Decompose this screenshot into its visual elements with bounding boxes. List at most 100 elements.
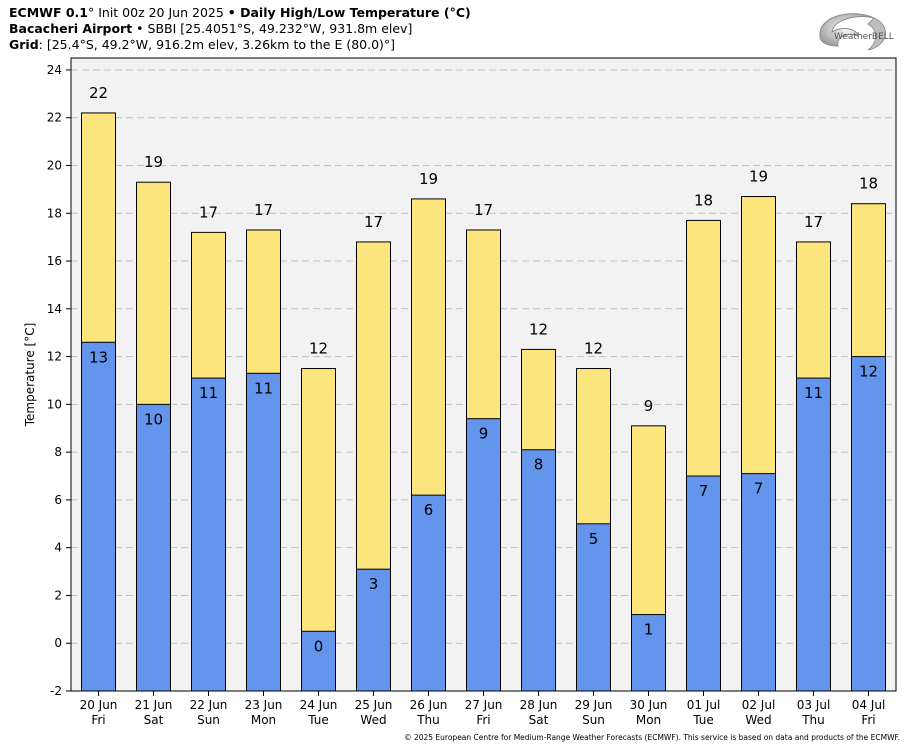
high-value-label: 17 (199, 203, 218, 221)
y-tick-label: 16 (47, 254, 62, 268)
x-tick-date: 30 Jun (630, 698, 668, 712)
y-tick-label: -2 (50, 684, 62, 698)
x-tick-date: 28 Jun (520, 698, 558, 712)
weatherbell-logo: WeatherBELL (819, 13, 894, 51)
y-tick-label: 20 (47, 158, 62, 172)
high-value-label: 18 (694, 191, 713, 209)
high-value-label: 12 (584, 340, 603, 358)
x-tick-weekday: Tue (307, 713, 329, 727)
station-line: Bacacheri Airport • SBBI [25.4051°S, 49.… (9, 21, 412, 37)
product-name: • Daily High/Low Temperature (°C) (227, 5, 471, 20)
low-bar (301, 630, 336, 692)
x-tick-date: 03 Jul (797, 698, 831, 712)
y-tick-label: 2 (54, 588, 62, 602)
high-value-label: 17 (364, 213, 383, 231)
station-name: Bacacheri Airport (9, 21, 133, 36)
y-tick-label: 12 (47, 350, 62, 364)
x-tick-weekday: Sun (582, 713, 605, 727)
x-tick-weekday: Sat (144, 713, 164, 727)
x-tick-date: 25 Jun (355, 698, 393, 712)
low-value-label: 12 (859, 363, 878, 381)
x-tick-date: 20 Jun (80, 698, 118, 712)
x-tick-date: 01 Jul (687, 698, 721, 712)
high-value-label: 17 (254, 201, 273, 219)
low-value-label: 0 (314, 637, 324, 655)
low-bar (466, 418, 501, 692)
low-bar (521, 449, 556, 692)
low-value-label: 13 (89, 348, 108, 366)
y-tick-label: 8 (54, 445, 62, 459)
y-tick-label: 4 (54, 541, 62, 555)
grid-line: Grid: [25.4°S, 49.2°W, 916.2m elev, 3.26… (9, 37, 395, 53)
x-tick-date: 02 Jul (742, 698, 776, 712)
low-bar (136, 403, 171, 692)
x-tick-weekday: Thu (416, 713, 440, 727)
low-value-label: 11 (254, 379, 273, 397)
low-bar (411, 494, 446, 692)
x-tick-weekday: Wed (360, 713, 386, 727)
high-value-label: 12 (529, 320, 548, 338)
x-tick-date: 22 Jun (190, 698, 228, 712)
model-name: ECMWF 0.1 (9, 5, 88, 20)
x-tick-weekday: Sat (529, 713, 549, 727)
x-tick-weekday: Mon (251, 713, 276, 727)
low-value-label: 9 (479, 425, 489, 443)
x-tick-date: 24 Jun (300, 698, 338, 712)
data-labels: 22 13 19 10 17 11 17 11 12 0 17 3 19 6 17 9 12 8 12 5 9 1 18 7 1… (89, 84, 878, 655)
plot-border (70, 57, 897, 692)
high-value-label: 18 (859, 175, 878, 193)
low-value-label: 7 (699, 482, 709, 500)
high-value-label: 22 (89, 84, 108, 102)
high-value-label: 19 (144, 153, 163, 171)
x-tick-date: 04 Jul (852, 698, 886, 712)
high-value-label: 17 (804, 213, 823, 231)
low-value-label: 7 (754, 480, 764, 498)
copyright-footer: © 2025 European Centre for Medium-Range … (404, 733, 900, 742)
low-value-label: 3 (369, 575, 379, 593)
bars (81, 112, 886, 692)
x-tick-date: 29 Jun (575, 698, 613, 712)
low-value-label: 6 (424, 501, 434, 519)
high-value-label: 17 (474, 201, 493, 219)
y-tick-label: 10 (47, 397, 62, 411)
x-tick-date: 27 Jun (465, 698, 503, 712)
high-value-label: 9 (644, 397, 654, 415)
grid-info: : [25.4°S, 49.2°W, 916.2m elev, 3.26km t… (38, 37, 396, 52)
low-bar (81, 341, 116, 692)
y-tick-label: 0 (54, 636, 62, 650)
station-info: • SBBI [25.4051°S, 49.232°W, 931.8m elev… (132, 21, 413, 36)
low-bar (851, 356, 886, 692)
x-tick-weekday: Mon (636, 713, 661, 727)
chart-title: ECMWF 0.1° Init 00z 20 Jun 2025 • Daily … (9, 5, 471, 21)
x-tick-weekday: Fri (476, 713, 490, 727)
y-tick-label: 14 (47, 302, 62, 316)
high-value-label: 19 (419, 170, 438, 188)
high-value-label: 19 (749, 168, 768, 186)
grid-label: Grid (9, 37, 39, 52)
low-bar (246, 372, 281, 692)
low-bar (631, 614, 666, 692)
high-value-label: 12 (309, 340, 328, 358)
low-bar (686, 475, 721, 692)
x-tick-weekday: Wed (745, 713, 771, 727)
x-tick-weekday: Fri (91, 713, 105, 727)
low-value-label: 11 (199, 384, 218, 402)
low-bar (741, 473, 776, 692)
y-axis-label: Temperature [°C] (23, 323, 37, 428)
x-tick-date: 23 Jun (245, 698, 283, 712)
low-value-label: 1 (644, 621, 654, 639)
x-tick-weekday: Thu (801, 713, 825, 727)
logo-text: WeatherBELL (834, 32, 894, 42)
y-tick-label: 18 (47, 206, 62, 220)
low-value-label: 10 (144, 410, 163, 428)
low-value-label: 11 (804, 384, 823, 402)
y-tick-label: 6 (54, 493, 62, 507)
x-tick-weekday: Sun (197, 713, 220, 727)
x-tick-date: 26 Jun (410, 698, 448, 712)
low-bar (191, 377, 226, 692)
x-tick-weekday: Fri (861, 713, 875, 727)
x-tick-weekday: Tue (692, 713, 714, 727)
y-tick-label: 22 (47, 111, 62, 125)
